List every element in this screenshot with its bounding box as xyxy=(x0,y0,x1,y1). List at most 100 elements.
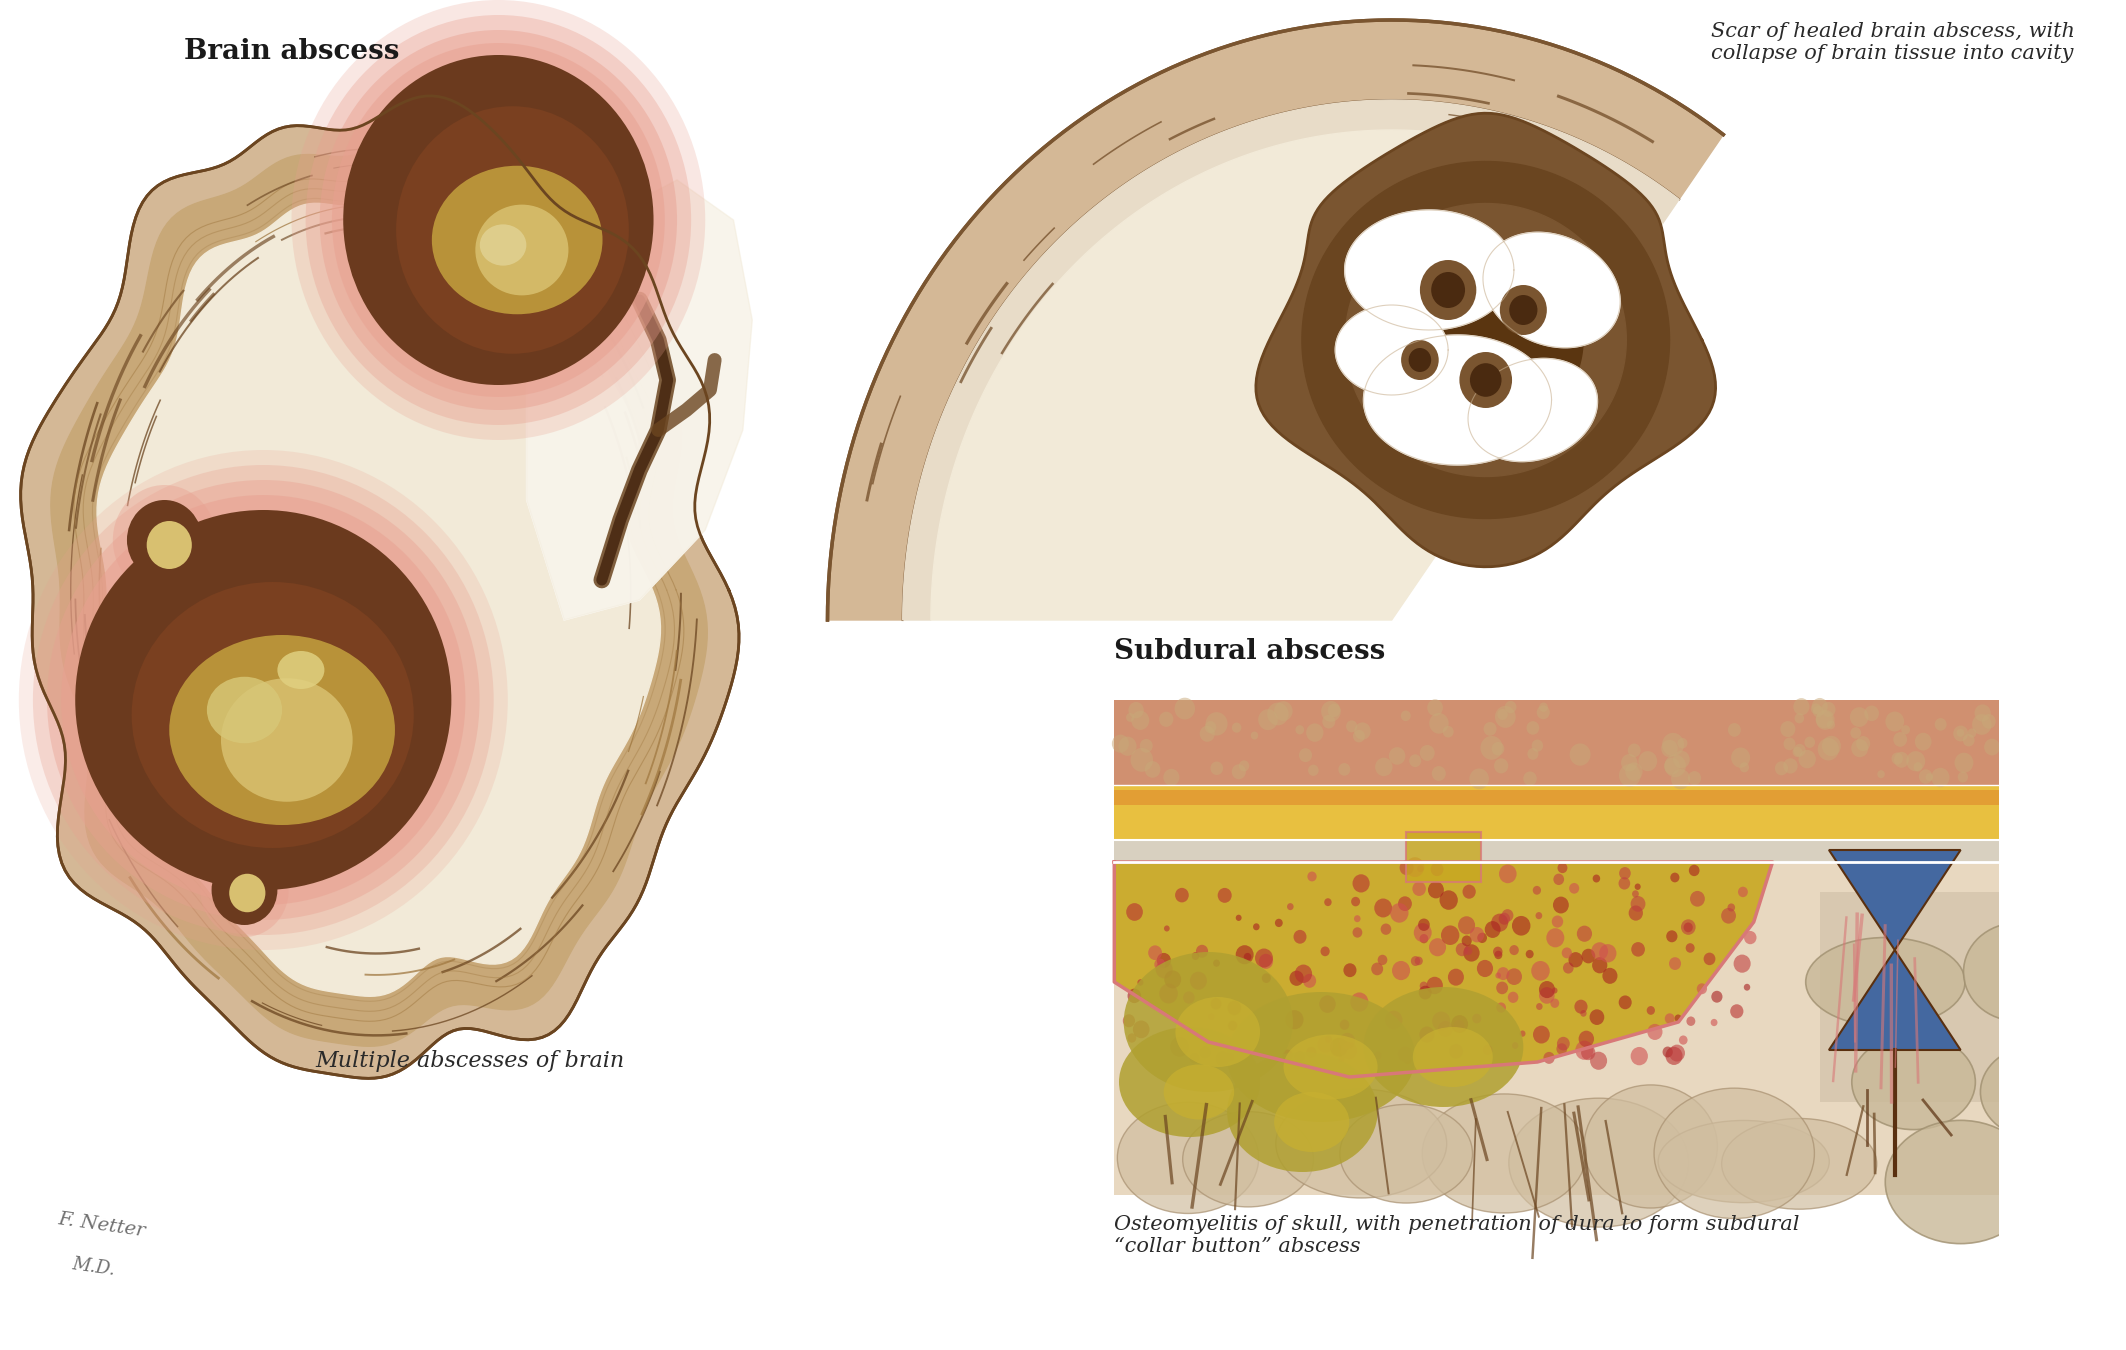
Circle shape xyxy=(1403,1056,1412,1064)
Circle shape xyxy=(1420,934,1429,944)
Circle shape xyxy=(1811,703,1822,714)
Circle shape xyxy=(1826,721,1835,729)
Circle shape xyxy=(1497,967,1509,980)
Circle shape xyxy=(1580,1030,1594,1048)
Circle shape xyxy=(1273,701,1293,721)
Circle shape xyxy=(1648,1023,1663,1040)
Circle shape xyxy=(1454,1021,1465,1031)
Circle shape xyxy=(1639,751,1656,771)
Polygon shape xyxy=(1414,369,1503,431)
Ellipse shape xyxy=(1981,1046,2092,1138)
Circle shape xyxy=(1624,763,1643,780)
Polygon shape xyxy=(1514,394,1552,425)
Ellipse shape xyxy=(1422,1094,1586,1214)
Circle shape xyxy=(230,873,266,913)
Polygon shape xyxy=(51,130,708,1046)
Ellipse shape xyxy=(1584,1085,1718,1208)
Circle shape xyxy=(1295,725,1303,734)
Circle shape xyxy=(1618,878,1631,890)
Circle shape xyxy=(1792,747,1803,757)
Circle shape xyxy=(319,30,676,410)
Circle shape xyxy=(1665,757,1680,775)
Circle shape xyxy=(1339,763,1350,776)
Polygon shape xyxy=(1403,252,1454,288)
Circle shape xyxy=(1259,709,1278,730)
Circle shape xyxy=(1620,753,1637,772)
Circle shape xyxy=(1816,710,1835,730)
Circle shape xyxy=(1469,927,1484,942)
Circle shape xyxy=(1193,952,1199,960)
Ellipse shape xyxy=(74,510,451,890)
Circle shape xyxy=(1418,865,1424,872)
Circle shape xyxy=(1437,1021,1452,1037)
Circle shape xyxy=(1631,896,1646,911)
Circle shape xyxy=(1631,942,1646,957)
Circle shape xyxy=(1531,961,1550,980)
Circle shape xyxy=(1384,1011,1403,1030)
Circle shape xyxy=(1157,960,1174,979)
Circle shape xyxy=(1495,950,1503,960)
Circle shape xyxy=(1339,1019,1350,1030)
Circle shape xyxy=(1129,702,1144,718)
Circle shape xyxy=(1318,1035,1333,1053)
Circle shape xyxy=(1163,926,1169,931)
Circle shape xyxy=(1482,1045,1492,1056)
Polygon shape xyxy=(527,180,753,620)
Circle shape xyxy=(1981,714,1996,729)
Circle shape xyxy=(1533,1026,1550,1044)
Circle shape xyxy=(1286,1010,1303,1029)
Circle shape xyxy=(1507,992,1518,1003)
Circle shape xyxy=(1337,1040,1348,1052)
Circle shape xyxy=(1331,1038,1348,1057)
Circle shape xyxy=(1250,732,1259,740)
Circle shape xyxy=(1441,925,1458,945)
Circle shape xyxy=(1176,888,1188,902)
Circle shape xyxy=(1935,718,1947,730)
Circle shape xyxy=(1690,891,1705,907)
Ellipse shape xyxy=(47,481,480,919)
Circle shape xyxy=(1522,771,1537,786)
Polygon shape xyxy=(1335,305,1448,396)
Ellipse shape xyxy=(1118,1027,1261,1137)
Ellipse shape xyxy=(1273,1092,1350,1152)
Circle shape xyxy=(1444,726,1454,737)
Polygon shape xyxy=(1354,321,1429,379)
Circle shape xyxy=(1231,722,1242,733)
Circle shape xyxy=(1390,903,1410,922)
Ellipse shape xyxy=(2079,909,2126,1015)
Circle shape xyxy=(1401,710,1412,721)
Polygon shape xyxy=(1359,220,1499,320)
Text: Osteomyelitis of skull, with penetration of dura to form subdural
“collar button: Osteomyelitis of skull, with penetration… xyxy=(1114,1215,1801,1256)
Polygon shape xyxy=(1480,367,1586,452)
Circle shape xyxy=(1137,979,1144,986)
Ellipse shape xyxy=(1182,1111,1314,1207)
Circle shape xyxy=(1484,921,1501,938)
Circle shape xyxy=(1324,1035,1333,1044)
Circle shape xyxy=(1131,710,1150,730)
Ellipse shape xyxy=(170,634,395,825)
Circle shape xyxy=(1722,907,1737,923)
Circle shape xyxy=(1191,1053,1199,1064)
Ellipse shape xyxy=(1509,1098,1688,1227)
Circle shape xyxy=(1892,752,1903,764)
Circle shape xyxy=(1663,733,1684,756)
Circle shape xyxy=(1295,1052,1305,1062)
Circle shape xyxy=(1569,883,1580,894)
Circle shape xyxy=(1913,763,1922,772)
Ellipse shape xyxy=(476,205,568,296)
Circle shape xyxy=(1877,771,1886,778)
Circle shape xyxy=(1805,737,1816,748)
Circle shape xyxy=(1507,968,1522,986)
Circle shape xyxy=(1263,973,1271,983)
Circle shape xyxy=(1463,884,1475,899)
Circle shape xyxy=(1322,714,1335,729)
Circle shape xyxy=(1469,363,1501,397)
Circle shape xyxy=(1414,923,1431,942)
Circle shape xyxy=(1127,713,1135,722)
Circle shape xyxy=(1339,1033,1354,1049)
Circle shape xyxy=(1537,1003,1543,1010)
Circle shape xyxy=(1688,771,1701,786)
Circle shape xyxy=(1495,706,1516,728)
Circle shape xyxy=(1218,888,1231,903)
Ellipse shape xyxy=(1118,1103,1259,1214)
